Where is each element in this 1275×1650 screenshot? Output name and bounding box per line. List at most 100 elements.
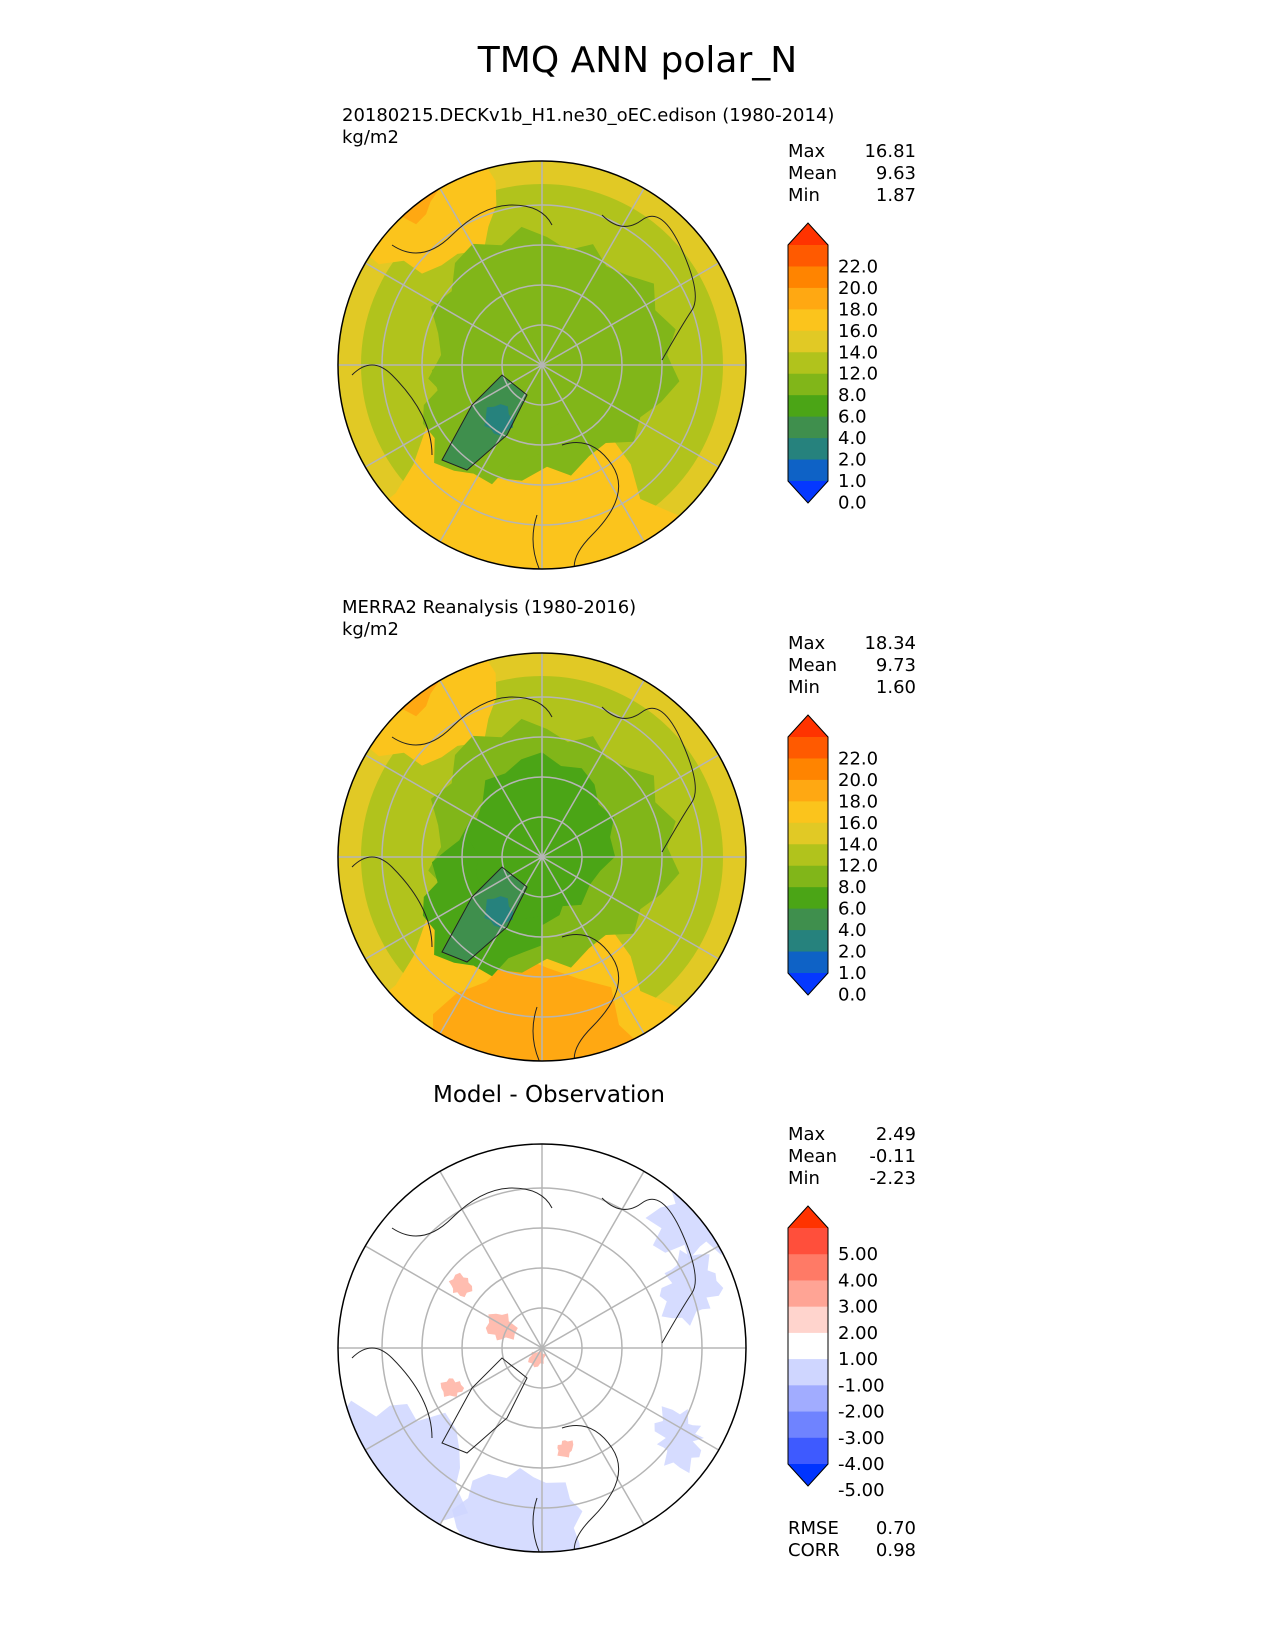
stat-row: Min 1.87 <box>788 185 916 207</box>
colorbar-extend-max <box>788 715 828 737</box>
colorbar-segment <box>788 951 828 974</box>
negative-anomaly <box>452 1468 583 1552</box>
colorbar-segment <box>788 908 828 931</box>
map-panel-2: MERRA2 Reanalysis (1980-2016) kg/m2 Max 18.… <box>0 597 1275 1087</box>
colorbar-tick-label: -4.00 <box>838 1454 885 1475</box>
colorbar-tick-label: 2.0 <box>838 450 867 471</box>
coastline <box>351 856 433 948</box>
stat-value: 18.34 <box>864 633 916 654</box>
coastline <box>561 442 620 569</box>
colorbar-outline <box>787 714 829 996</box>
colorbar-extend-min <box>788 481 828 503</box>
stat-row: Max 18.34 <box>788 633 916 655</box>
colorbar-tick-label: 2.0 <box>838 942 867 963</box>
colorbar: 22.020.018.016.014.012.08.06.04.02.01.00… <box>787 714 878 1005</box>
colorbar-segment <box>788 758 828 781</box>
colorbar-tick-label: 6.0 <box>838 407 867 428</box>
colorbar-tick-label: -5.00 <box>838 1480 885 1501</box>
colorbar-segment <box>788 1332 828 1360</box>
colorbar-tick-label: 1.0 <box>838 471 867 492</box>
stat-row: Min -2.23 <box>788 1168 916 1190</box>
stat-label: Min <box>788 677 820 698</box>
colorbar-segment <box>788 737 828 759</box>
colorbar-tick-label: 6.0 <box>838 899 867 920</box>
colorbar-segment <box>788 1359 828 1386</box>
meridian-line <box>364 754 720 960</box>
stat-value: 1.60 <box>875 677 916 698</box>
map-boundary <box>337 160 747 570</box>
stat-value: 9.73 <box>875 655 916 676</box>
colorbar-tick-label: -3.00 <box>838 1428 885 1449</box>
panel-title: Model - Observation <box>432 1082 666 1108</box>
colorbar-segment <box>788 330 828 353</box>
stat-label: Mean <box>788 163 838 184</box>
colorbar-segment <box>788 779 828 802</box>
coastline <box>601 706 696 853</box>
colorbar-segment <box>788 1437 828 1465</box>
negative-anomaly <box>654 1406 704 1474</box>
colorbar-tick-label: 20.0 <box>838 278 878 299</box>
colorbar-segment <box>788 1280 828 1308</box>
meridian-line <box>364 262 720 468</box>
meridian-line <box>364 1245 720 1451</box>
stat-label: Min <box>788 185 820 206</box>
colorbar-tick-label: 14.0 <box>838 342 878 363</box>
negative-anomaly <box>659 1249 724 1326</box>
colorbar-extend-max <box>788 1206 828 1228</box>
coastline <box>532 514 543 569</box>
colorbar-tick-label: 3.00 <box>838 1297 878 1318</box>
coastline <box>391 1187 553 1237</box>
colorbar-tick-label: 22.0 <box>838 748 878 769</box>
colorbar-segment <box>788 416 828 439</box>
stat-row: RMSE 0.70 <box>788 1518 916 1540</box>
positive-anomaly <box>440 1378 465 1397</box>
stat-label: Mean <box>788 655 838 676</box>
colorbar-segment <box>788 1254 828 1281</box>
colorbar-segment <box>788 309 828 332</box>
stat-label: Min <box>788 1168 820 1189</box>
stat-value: 16.81 <box>864 141 916 162</box>
colorbar-tick-label: 12.0 <box>838 856 878 877</box>
stat-label: Max <box>788 141 826 162</box>
stat-row: Max 16.81 <box>788 141 916 163</box>
colorbar-segment <box>788 1228 828 1255</box>
colorbar-tick-label: 0.0 <box>838 492 867 513</box>
stat-value: 0.98 <box>875 1540 916 1561</box>
colorbar-tick-label: 1.0 <box>838 963 867 984</box>
colorbar-segment <box>788 287 828 310</box>
coastline <box>391 696 553 746</box>
positive-anomaly <box>557 1440 574 1458</box>
stat-row: Min 1.60 <box>788 677 916 699</box>
colorbar-tick-label: 8.0 <box>838 877 867 898</box>
colorbar-segment <box>788 373 828 396</box>
colorbar-segment <box>788 459 828 482</box>
stat-value: 2.49 <box>875 1124 916 1145</box>
coastline <box>441 1357 528 1454</box>
footer-stats-block: RMSE 0.70 CORR 0.98 <box>788 1518 916 1562</box>
stat-row: Max 2.49 <box>788 1124 916 1146</box>
colorbar-segment <box>788 930 828 953</box>
map-boundary <box>337 652 747 1062</box>
stat-row: Mean -0.11 <box>788 1146 916 1168</box>
map-boundary <box>337 1143 747 1553</box>
colorbar-tick-label: 4.0 <box>838 428 867 449</box>
panel-units: kg/m2 <box>342 127 399 148</box>
colorbar-segment <box>788 1306 828 1334</box>
colorbar-tick-label: 4.0 <box>838 920 867 941</box>
stat-label: Max <box>788 1124 826 1145</box>
colorbar-tick-label: 22.0 <box>838 256 878 277</box>
stat-label: CORR <box>788 1540 840 1561</box>
polar-map: 22.020.018.016.014.012.08.06.04.02.01.00… <box>337 652 878 1062</box>
stats-block: Max 2.49 Mean -0.11 Min -2.23 <box>788 1124 916 1190</box>
colorbar-segment <box>788 822 828 845</box>
polar-map: 22.020.018.016.014.012.08.06.04.02.01.00… <box>337 160 878 570</box>
colorbar-extend-min <box>788 1464 828 1486</box>
colorbar-tick-label: 8.0 <box>838 385 867 406</box>
positive-anomaly <box>448 1272 473 1298</box>
coastline <box>441 374 528 471</box>
map-panel-1: 20180215.DECKv1b_H1.ne30_oEC.edison (198… <box>0 105 1275 595</box>
stat-label: RMSE <box>788 1518 839 1539</box>
stat-value: -2.23 <box>869 1168 916 1189</box>
stat-value: -0.11 <box>869 1146 916 1167</box>
colorbar-segment <box>788 438 828 461</box>
